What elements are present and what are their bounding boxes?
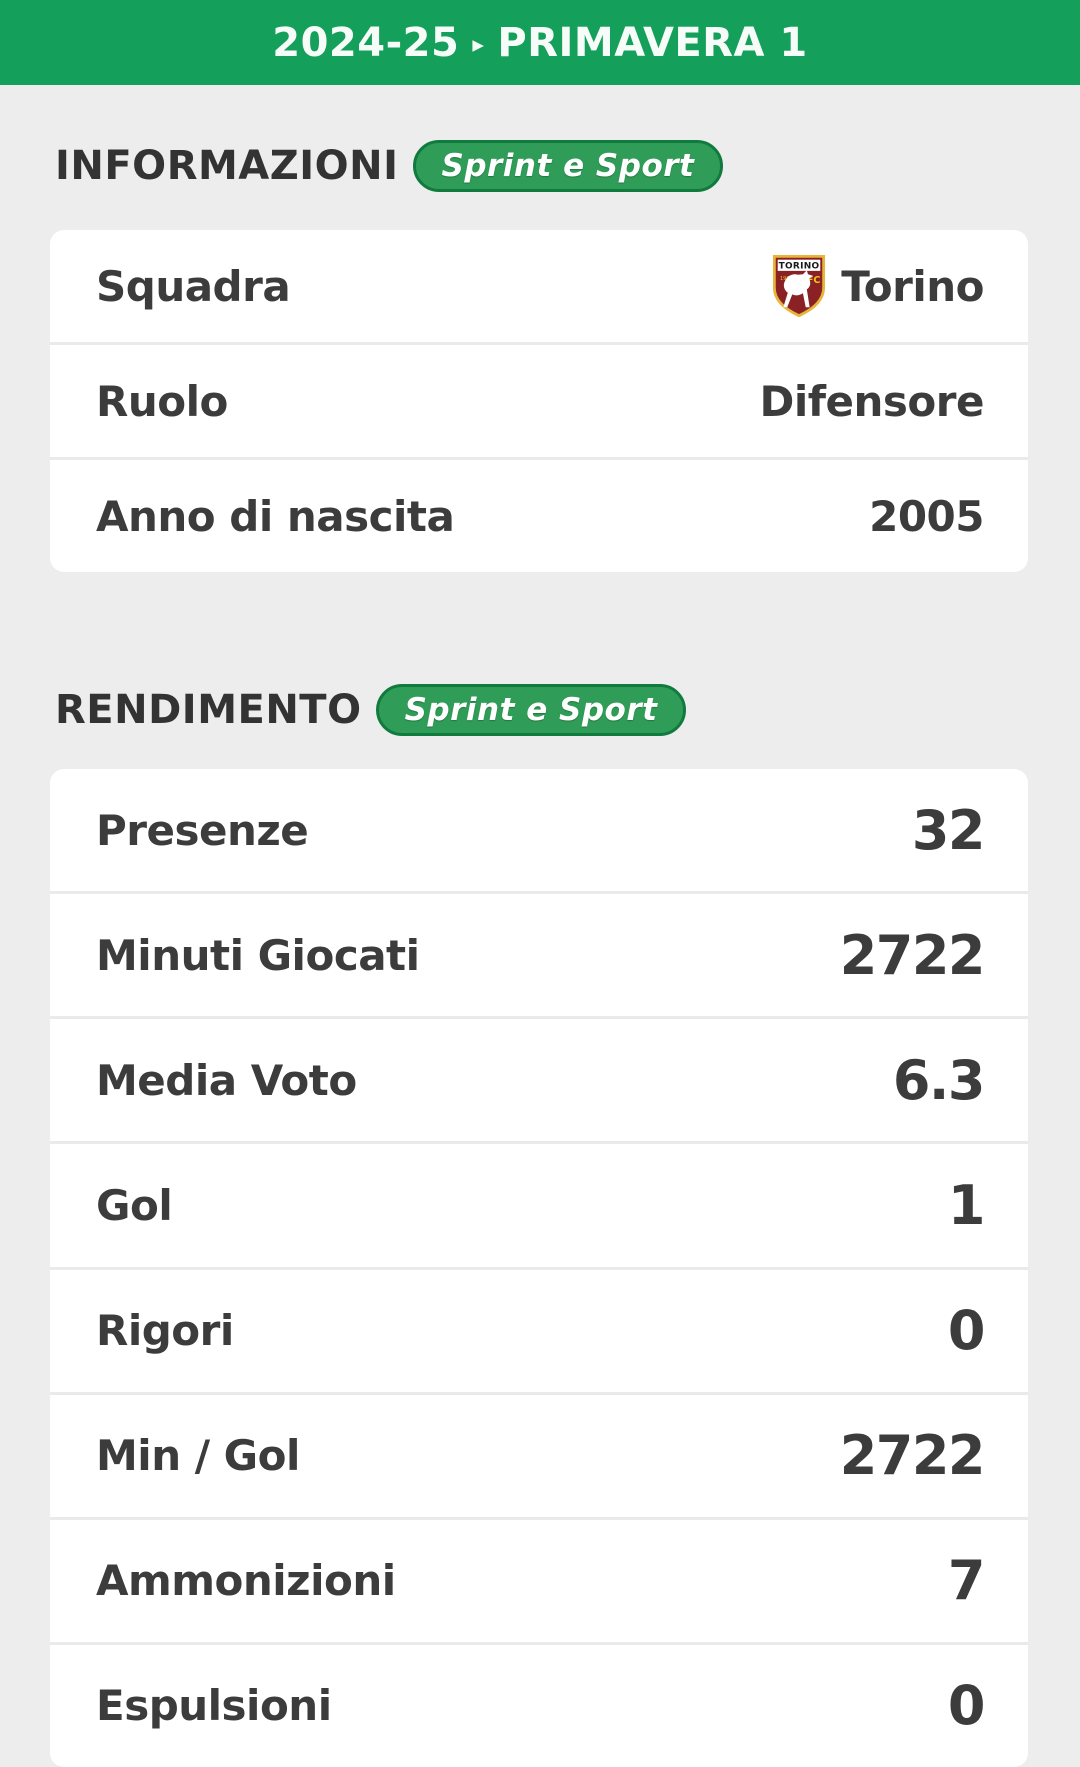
table-row-ruolo: Ruolo Difensore — [50, 342, 1028, 457]
row-value: 0 — [947, 1299, 986, 1363]
row-value: 1 — [947, 1173, 986, 1237]
row-value: 7 — [947, 1549, 986, 1613]
row-label: Minuti Giocati — [96, 930, 420, 980]
table-row-media-voto: Media Voto 6.3 — [50, 1016, 1028, 1141]
season-league-header: 2024-25 ▸ PRIMAVERA 1 — [0, 0, 1080, 85]
table-row-ammonizioni: Ammonizioni 7 — [50, 1516, 1028, 1642]
row-label: Gol — [96, 1180, 173, 1230]
row-value: Torino — [841, 261, 984, 311]
rendimento-title: RENDIMENTO — [55, 687, 362, 733]
squadra-value-group: TORINO 1906 FC Torino — [771, 255, 984, 317]
row-label: Ammonizioni — [96, 1556, 396, 1606]
sprint-e-sport-logo-text: Sprint e Sport — [441, 148, 695, 184]
sprint-e-sport-logo-text: Sprint e Sport — [404, 692, 658, 728]
sprint-e-sport-logo[interactable]: Sprint e Sport — [375, 684, 687, 736]
row-label: Anno di nascita — [96, 491, 455, 541]
row-label: Presenze — [96, 805, 309, 855]
row-label: Media Voto — [96, 1055, 357, 1105]
torino-crest-club-text: TORINO — [779, 262, 820, 272]
table-row-gol: Gol 1 — [50, 1141, 1028, 1266]
table-row-min-gol: Min / Gol 2722 — [50, 1391, 1028, 1517]
row-value: 6.3 — [892, 1048, 986, 1112]
torino-crest-band — [776, 258, 822, 272]
torino-crest-bull — [783, 270, 814, 308]
table-row-espulsioni: Espulsioni 0 — [50, 1641, 1028, 1767]
table-row-rigori: Rigori 0 — [50, 1266, 1028, 1392]
sprint-e-sport-logo[interactable]: Sprint e Sport — [412, 140, 724, 192]
rendimento-card: Presenze 32 Minuti Giocati 2722 Media Vo… — [50, 769, 1028, 1767]
row-value: 2722 — [839, 923, 986, 987]
breadcrumb-arrow-icon: ▸ — [472, 31, 485, 58]
informazioni-title: INFORMAZIONI — [55, 143, 399, 189]
row-label: Rigori — [96, 1306, 234, 1356]
table-row-squadra: Squadra TORINO 1906 FC Torino — [50, 230, 1028, 342]
torino-crest-icon: TORINO 1906 FC — [773, 255, 826, 317]
row-label: Espulsioni — [96, 1681, 332, 1731]
table-row-anno-di-nascita: Anno di nascita 2005 — [50, 457, 1028, 572]
rendimento-section-header: RENDIMENTO Sprint e Sport — [55, 684, 1080, 736]
row-label: Ruolo — [96, 376, 228, 426]
row-value: Difensore — [759, 376, 985, 426]
row-value: 32 — [911, 798, 986, 862]
torino-crest-fc-text: FC — [807, 275, 821, 286]
row-value: 0 — [947, 1674, 986, 1738]
row-value: 2005 — [869, 491, 984, 541]
season-label: 2024-25 — [272, 19, 460, 66]
informazioni-section-header: INFORMAZIONI Sprint e Sport — [55, 140, 1080, 192]
row-label: Min / Gol — [96, 1431, 300, 1481]
informazioni-card: Squadra TORINO 1906 FC Torino Ruolo — [50, 230, 1028, 572]
league-label: PRIMAVERA 1 — [497, 19, 808, 66]
table-row-presenze: Presenze 32 — [50, 769, 1028, 891]
table-row-minuti-giocati: Minuti Giocati 2722 — [50, 891, 1028, 1016]
row-label: Squadra — [96, 261, 291, 311]
row-value: 2722 — [839, 1424, 986, 1488]
